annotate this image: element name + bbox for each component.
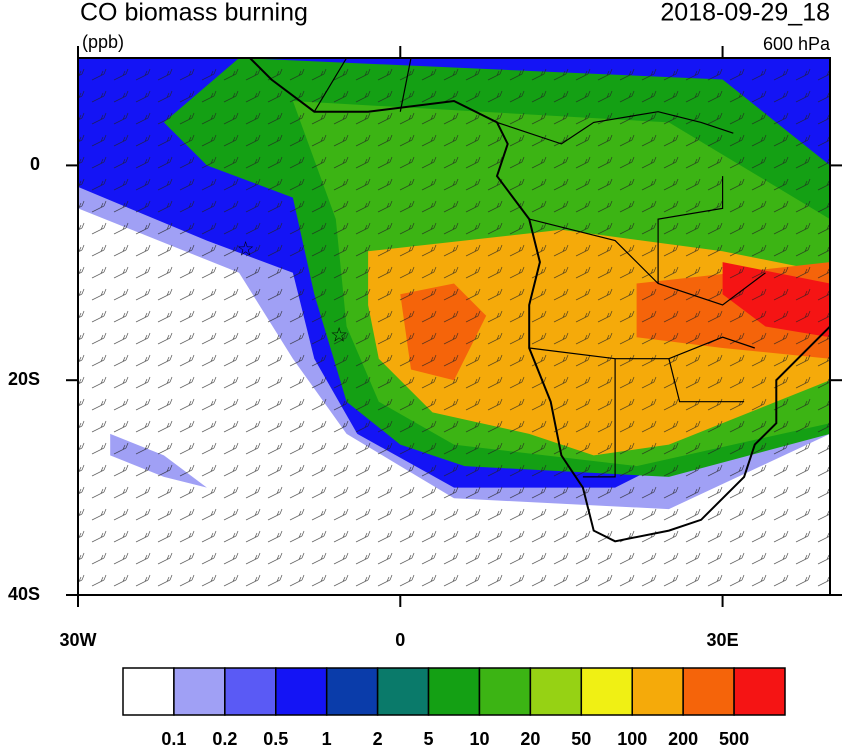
y-tick-label: 40S bbox=[8, 584, 40, 604]
colorbar-label: 5 bbox=[424, 729, 434, 749]
colorbar: 0.1 0.2 0.5 1 2 5 10 20 50 100 200 500 bbox=[122, 667, 786, 749]
country-border bbox=[582, 358, 616, 478]
country-border bbox=[668, 358, 745, 403]
datetime: 2018-09-29_18 bbox=[660, 0, 830, 27]
color-swatch bbox=[631, 667, 684, 716]
wind-barbs bbox=[78, 58, 830, 595]
color-swatch bbox=[325, 667, 379, 716]
x-tick-label: 30W bbox=[59, 630, 96, 650]
colorbar-label: 500 bbox=[719, 729, 749, 749]
colorbar-label: 100 bbox=[617, 729, 647, 749]
color-swatch bbox=[529, 667, 583, 716]
colorbar-label: 1 bbox=[322, 729, 332, 749]
country-border bbox=[313, 58, 348, 113]
y-tick-label: 0 bbox=[30, 154, 40, 174]
title: CO biomass burning bbox=[80, 0, 308, 27]
country-border bbox=[399, 58, 412, 112]
pressure-level: 600 hPa bbox=[763, 34, 831, 54]
axes: 30W 0 30E 0 20S 40S bbox=[8, 46, 842, 650]
color-swatch bbox=[478, 667, 532, 716]
coastline bbox=[249, 58, 830, 543]
color-swatch bbox=[682, 667, 735, 716]
units: (ppb) bbox=[82, 32, 124, 52]
colorbar-label: 200 bbox=[668, 729, 698, 749]
colorbar-label: 0.2 bbox=[212, 729, 237, 749]
colorbar-label: 10 bbox=[469, 729, 489, 749]
x-tick-label: 0 bbox=[395, 630, 405, 650]
y-tick-label: 20S bbox=[8, 369, 40, 389]
colorbar-label: 0.1 bbox=[161, 729, 186, 749]
colorbar-label: 0.5 bbox=[263, 729, 288, 749]
color-swatch bbox=[173, 667, 226, 716]
x-tick-label: 30E bbox=[707, 630, 739, 650]
colorbar-label: 50 bbox=[571, 729, 591, 749]
station-marker: ☆ bbox=[237, 239, 255, 261]
station-marker: ☆ bbox=[330, 324, 348, 346]
color-swatch bbox=[224, 667, 277, 716]
country-border bbox=[496, 111, 734, 145]
color-swatch bbox=[376, 667, 430, 716]
color-swatch bbox=[427, 667, 481, 716]
color-swatch bbox=[122, 667, 175, 716]
color-swatch bbox=[733, 667, 786, 716]
plot-frame bbox=[77, 57, 831, 596]
colorbar-label: 20 bbox=[520, 729, 540, 749]
color-swatch bbox=[275, 667, 328, 716]
colorbar-label: 2 bbox=[373, 729, 383, 749]
country-border bbox=[657, 176, 724, 284]
plot-area: ☆☆ bbox=[78, 58, 830, 595]
color-swatch bbox=[580, 667, 633, 716]
